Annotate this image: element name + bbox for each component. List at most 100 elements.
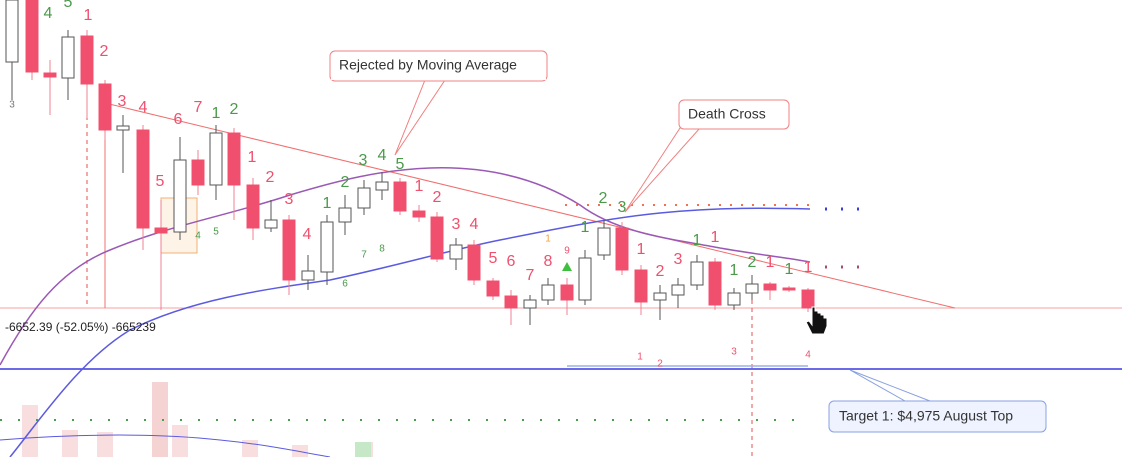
candle-body [80, 35, 94, 85]
count-label: 1 [581, 219, 590, 236]
candle-body [486, 280, 500, 297]
count-label: 2 [100, 43, 109, 60]
candle-body [154, 227, 168, 234]
trend-line [104, 102, 956, 309]
candle-body [5, 0, 19, 63]
annotation: Rejected by Moving Average [339, 57, 517, 73]
candle-body [282, 219, 296, 281]
count-label: 1 [637, 241, 646, 258]
count-label: 4 [378, 147, 387, 164]
candle-body [264, 219, 278, 229]
candle-body [634, 269, 648, 303]
callout-box [678, 99, 790, 130]
count-label: 4 [44, 5, 53, 22]
cursor [805, 306, 828, 335]
candle-body [763, 283, 777, 291]
candle-body [375, 181, 389, 191]
count-label: 1 [415, 178, 424, 195]
candle-body [25, 0, 39, 73]
count-label: 6 [174, 111, 183, 128]
measure-label: -6652.39 (-52.05%) -665239 [5, 320, 156, 334]
count-label: 3 [285, 191, 294, 208]
candle-body [671, 284, 685, 296]
candle-body [136, 129, 150, 229]
candle-body [357, 187, 371, 209]
volume-bar [292, 445, 308, 457]
candle-body [541, 284, 555, 301]
count-label: 4 [805, 350, 811, 361]
callout-box [329, 50, 548, 82]
count-label: 1 [730, 262, 739, 279]
count-label: 2 [748, 254, 757, 271]
candle-body [320, 221, 334, 273]
count-label: 4 [139, 99, 148, 116]
candle-body [597, 227, 611, 256]
count-label: 2 [656, 263, 665, 280]
candle-body [430, 216, 444, 260]
count-label: 6 [342, 279, 348, 290]
candle-body [43, 72, 57, 78]
candle-body [227, 132, 241, 186]
count-label: 3 [359, 152, 368, 169]
candle-body [301, 270, 315, 281]
count-label: 4 [470, 216, 479, 233]
candle-body [504, 295, 518, 309]
count-label: 5 [396, 156, 405, 173]
count-label: 1 [545, 234, 551, 245]
candle-body [801, 289, 815, 309]
candle-body [690, 261, 704, 286]
candle-body [209, 132, 223, 186]
moving-average [9, 207, 811, 457]
count-label: 1 [766, 254, 775, 271]
count-label: 5 [489, 250, 498, 267]
volume-bar [172, 425, 188, 457]
count-label: 4 [303, 226, 312, 243]
count-label: 8 [544, 253, 553, 270]
count-label: 1 [637, 352, 643, 363]
count-label: 3 [452, 216, 461, 233]
count-label: 3 [674, 251, 683, 268]
candle-body [116, 125, 130, 131]
candle-body [782, 287, 796, 291]
count-label: 1 [212, 105, 221, 122]
moving-average [0, 167, 811, 366]
signal-arrow [562, 262, 572, 271]
candle-body [615, 227, 629, 271]
count-label: 1 [248, 149, 257, 166]
volume-bar [355, 442, 371, 457]
candles [5, 0, 815, 325]
count-label: 1 [785, 261, 794, 278]
count-label: 1 [693, 232, 702, 249]
count-label: 9 [564, 246, 570, 257]
candle-body [173, 159, 187, 233]
volume-bar [152, 382, 168, 457]
count-label: 5 [64, 0, 73, 11]
count-label: 2 [433, 189, 442, 206]
count-label: 7 [194, 99, 203, 116]
callout-box [828, 400, 1047, 433]
candle-body [578, 257, 592, 301]
count-label: 2 [266, 169, 275, 186]
volume-bar [97, 432, 113, 457]
count-label: 2 [230, 101, 239, 118]
count-label: 2 [341, 174, 350, 191]
count-label: 4 [195, 231, 201, 242]
candle-body [98, 83, 112, 131]
indicator-line [0, 434, 331, 457]
candle-body [560, 284, 574, 301]
count-label: 3 [9, 100, 15, 111]
count-label: 1 [804, 259, 813, 276]
candle-body [246, 184, 260, 229]
count-label: 6 [507, 253, 516, 270]
callout-box-fill [331, 76, 546, 80]
candle-body [467, 244, 481, 281]
count-label: 7 [361, 250, 367, 261]
count-label: 1 [711, 229, 720, 246]
candle-body [449, 244, 463, 260]
candle-body [338, 207, 352, 223]
candle-body [708, 261, 722, 306]
volume [22, 382, 373, 457]
count-label: 3 [118, 93, 127, 110]
